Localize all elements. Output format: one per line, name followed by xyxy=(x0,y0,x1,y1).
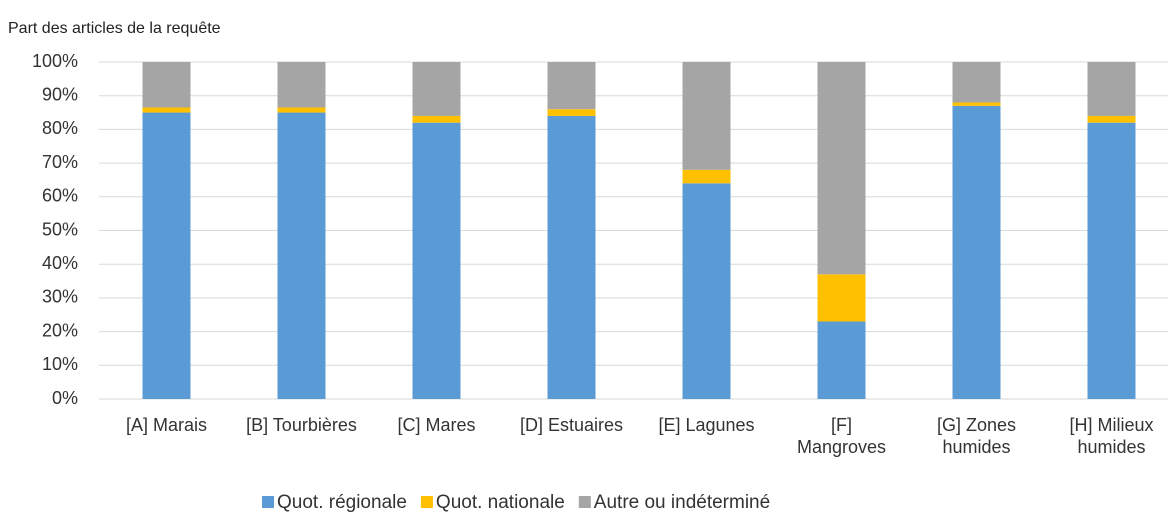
legend-swatch xyxy=(262,496,274,508)
chart-title: Part des articles de la requête xyxy=(8,20,221,37)
legend-label: Quot. nationale xyxy=(436,492,565,513)
bar-segment xyxy=(817,274,866,322)
y-tick-label: 10% xyxy=(42,354,78,374)
bar-segment xyxy=(952,105,1001,399)
bar-segment xyxy=(547,109,596,116)
x-tick-label: [C] Mares xyxy=(397,415,476,435)
bar-segment xyxy=(142,107,191,113)
bar-segment xyxy=(817,62,866,275)
x-tick-label: [D] Estuaires xyxy=(519,415,624,435)
y-tick-label: 80% xyxy=(42,118,78,138)
x-tick-label: [B] Tourbières xyxy=(246,415,357,435)
legend-label: Autre ou indéterminé xyxy=(594,492,770,513)
legend-label: Quot. régionale xyxy=(277,492,407,513)
bar-segment xyxy=(412,122,461,399)
bar-segment xyxy=(412,115,461,123)
x-tick-label: [H] Milieux humides xyxy=(1069,415,1154,457)
y-tick-label: 40% xyxy=(42,253,78,273)
bar-segment xyxy=(817,321,866,399)
y-tick-label: 0% xyxy=(52,388,78,408)
x-tick-label: [G] Zones humides xyxy=(936,415,1017,457)
bar-segment xyxy=(952,102,1001,106)
bar-segment xyxy=(682,169,731,184)
y-tick-label: 60% xyxy=(42,186,78,206)
legend-swatch xyxy=(420,496,433,508)
bar-segment xyxy=(682,183,731,399)
bar-segment xyxy=(277,62,326,108)
bar-segment xyxy=(1087,122,1136,399)
bar-segment xyxy=(682,62,731,170)
bar-segment xyxy=(412,62,461,116)
x-tick-label: [A] Marais xyxy=(125,415,208,435)
y-tick-label: 50% xyxy=(42,219,78,239)
y-tick-label: 90% xyxy=(42,84,78,104)
bar-segment xyxy=(1087,115,1136,123)
bar-segment xyxy=(547,115,596,400)
bar-segment xyxy=(277,112,326,400)
x-tick-label: [F] Mangroves xyxy=(796,415,887,457)
bar-segment xyxy=(142,62,191,108)
x-tick-label: [E] Lagunes xyxy=(658,415,755,435)
bar-segment xyxy=(277,107,326,113)
y-tick-label: 30% xyxy=(42,287,78,307)
y-tick-label: 70% xyxy=(42,152,78,172)
bar-segment xyxy=(142,112,191,400)
bar-segment xyxy=(1087,62,1136,116)
bar-segment xyxy=(547,62,596,110)
bar-segment xyxy=(952,62,1001,103)
y-tick-label: 100% xyxy=(32,51,78,71)
legend-swatch xyxy=(578,496,591,508)
y-tick-label: 20% xyxy=(42,320,78,340)
